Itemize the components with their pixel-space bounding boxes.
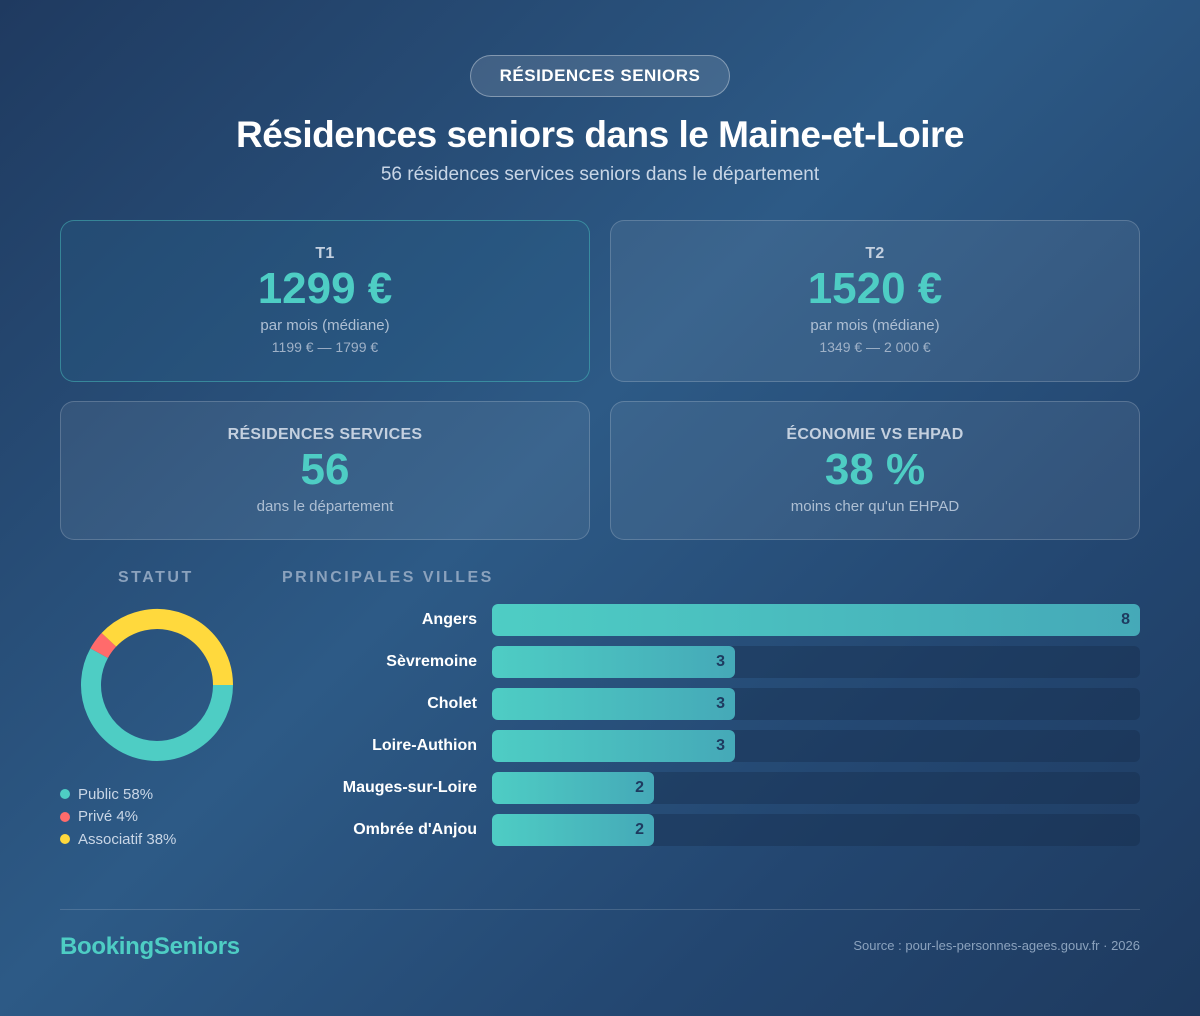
legend-label: Public 58%: [78, 785, 154, 803]
legend-dot: [60, 834, 70, 845]
footer-divider: [60, 909, 1140, 910]
bar-track: 2: [492, 772, 1140, 804]
legend-dot: [60, 811, 70, 822]
bar: 8: [492, 604, 1140, 636]
card-t1: T1 1299 € par mois (médiane) 1199 € — 17…: [60, 220, 590, 382]
bar-row: Cholet 3: [280, 688, 1140, 720]
bar-value: 2: [635, 779, 644, 796]
legend-item: Associatif 38%: [60, 828, 176, 851]
bar-value: 3: [716, 737, 725, 754]
card-label: RÉSIDENCES SERVICES: [227, 426, 423, 443]
statut-heading: STATUT: [118, 569, 194, 586]
card-value: 1299 €: [257, 264, 393, 313]
card-sub: dans le département: [256, 498, 394, 515]
bar: 3: [492, 688, 735, 720]
bar-label: Sèvremoine: [386, 653, 477, 670]
card-value: 1520 €: [807, 264, 943, 313]
card-sub: par mois (médiane): [810, 317, 940, 334]
bar-label: Mauges-sur-Loire: [342, 779, 477, 796]
brand-logo: BookingSeniors: [60, 933, 240, 960]
donut-slice-1: [90, 632, 117, 659]
villes-heading: PRINCIPALES VILLES: [282, 569, 494, 586]
bar: 2: [492, 814, 654, 846]
bar-track: 8: [492, 604, 1140, 636]
bar-label: Cholet: [427, 695, 477, 712]
bar-row: Sèvremoine 3: [280, 646, 1140, 678]
card-range: 1199 € — 1799 €: [271, 339, 379, 355]
donut-slice-0: [81, 648, 233, 761]
legend-dot: [60, 789, 70, 800]
page-title: Résidences seniors dans le Maine-et-Loir…: [236, 114, 964, 155]
card-label: ÉCONOMIE VS EHPAD: [786, 426, 964, 443]
bar-row: Angers 8: [280, 604, 1140, 636]
bar-row: Mauges-sur-Loire 2: [280, 772, 1140, 804]
bar-value: 8: [1121, 611, 1130, 628]
legend-label: Associatif 38%: [78, 830, 177, 848]
bar-row: Ombrée d'Anjou 2: [280, 814, 1140, 846]
bar-track: 3: [492, 688, 1140, 720]
bar-label: Loire-Authion: [372, 737, 477, 754]
bar-track: 3: [492, 646, 1140, 678]
bar: 3: [492, 646, 735, 678]
card-value: 38 %: [824, 445, 926, 494]
card-value: 56: [300, 445, 350, 494]
bar-value: 3: [716, 653, 725, 670]
bar: 3: [492, 730, 735, 762]
status-donut-chart: [81, 609, 233, 761]
bar-row: Loire-Authion 3: [280, 730, 1140, 762]
bar: 2: [492, 772, 654, 804]
card-economie: ÉCONOMIE VS EHPAD 38 % moins cher qu'un …: [610, 401, 1140, 540]
card-sub: moins cher qu'un EHPAD: [790, 498, 960, 515]
legend-item: Privé 4%: [60, 806, 176, 829]
bar-label: Ombrée d'Anjou: [353, 821, 477, 838]
card-sub: par mois (médiane): [260, 317, 390, 334]
bar-track: 2: [492, 814, 1140, 846]
card-t2: T2 1520 € par mois (médiane) 1349 € — 2 …: [610, 220, 1140, 382]
donut-slice-2: [101, 609, 233, 686]
card-range: 1349 € — 2 000 €: [819, 339, 931, 355]
page-subtitle: 56 résidences services seniors dans le d…: [380, 164, 820, 185]
card-label: T2: [865, 245, 885, 262]
source-text: Source : pour-les-personnes-agees.gouv.f…: [853, 938, 1140, 953]
bar-value: 2: [635, 821, 644, 838]
card-label: T1: [315, 245, 335, 262]
card-residences: RÉSIDENCES SERVICES 56 dans le départeme…: [60, 401, 590, 540]
legend-label: Privé 4%: [78, 808, 139, 826]
bar-label: Angers: [421, 611, 477, 628]
bar-track: 3: [492, 730, 1140, 762]
category-badge: RÉSIDENCES SENIORS: [470, 55, 730, 97]
donut-legend: Public 58% Privé 4% Associatif 38%: [60, 783, 176, 851]
bar-value: 3: [716, 695, 725, 712]
legend-item: Public 58%: [60, 783, 176, 806]
